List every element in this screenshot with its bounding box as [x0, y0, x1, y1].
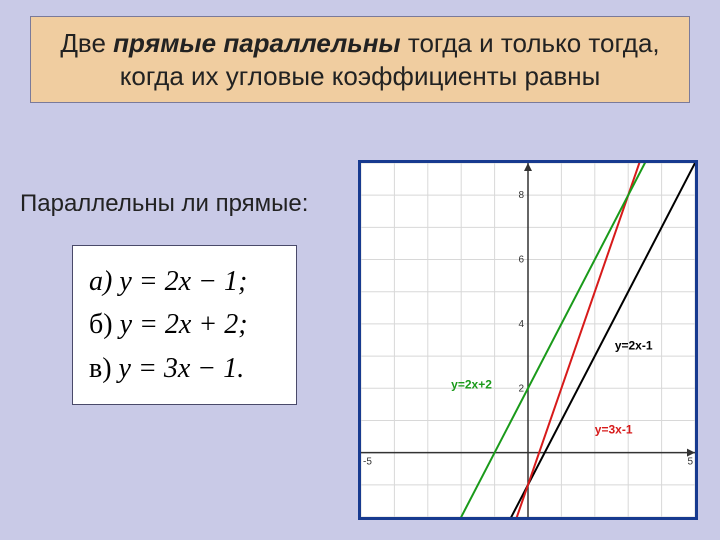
theorem-box: Две прямые параллельны тогда и только то… — [30, 16, 690, 103]
svg-text:-5: -5 — [363, 457, 372, 468]
formula-b: б) y = 2x + 2; — [89, 303, 280, 346]
formula-b-expr: y = 2x + 2; — [120, 309, 248, 340]
chart-svg: 2 4 6 8 -5 5 y=2x-1 y=3x-1 y=2x+2 — [361, 163, 695, 517]
formula-c-expr: y = 3x − 1. — [119, 353, 245, 384]
svg-text:y=2x-1: y=2x-1 — [615, 339, 653, 353]
svg-text:y=3x-1: y=3x-1 — [595, 422, 633, 436]
svg-text:6: 6 — [518, 255, 524, 266]
formula-a: а) y = 2x − 1; — [89, 260, 280, 303]
svg-text:y=2x+2: y=2x+2 — [451, 377, 492, 391]
formula-a-expr: y = 2x − 1; — [119, 266, 247, 297]
question-text: Параллельны ли прямые: — [20, 190, 308, 218]
formula-a-label: а) — [89, 266, 119, 297]
theorem-emph: прямые параллельны — [113, 28, 401, 58]
svg-text:2: 2 — [518, 383, 524, 394]
chart: 2 4 6 8 -5 5 y=2x-1 y=3x-1 y=2x+2 — [358, 160, 698, 520]
formula-c-label: в) — [89, 353, 119, 384]
formula-box: а) y = 2x − 1; б) y = 2x + 2; в) y = 3x … — [72, 245, 297, 405]
formula-c: в) y = 3x − 1. — [89, 347, 280, 390]
svg-text:5: 5 — [687, 457, 693, 468]
theorem-prefix: Две — [60, 28, 113, 58]
formula-b-label: б) — [89, 309, 120, 340]
svg-text:4: 4 — [518, 319, 524, 330]
svg-text:8: 8 — [518, 190, 524, 201]
